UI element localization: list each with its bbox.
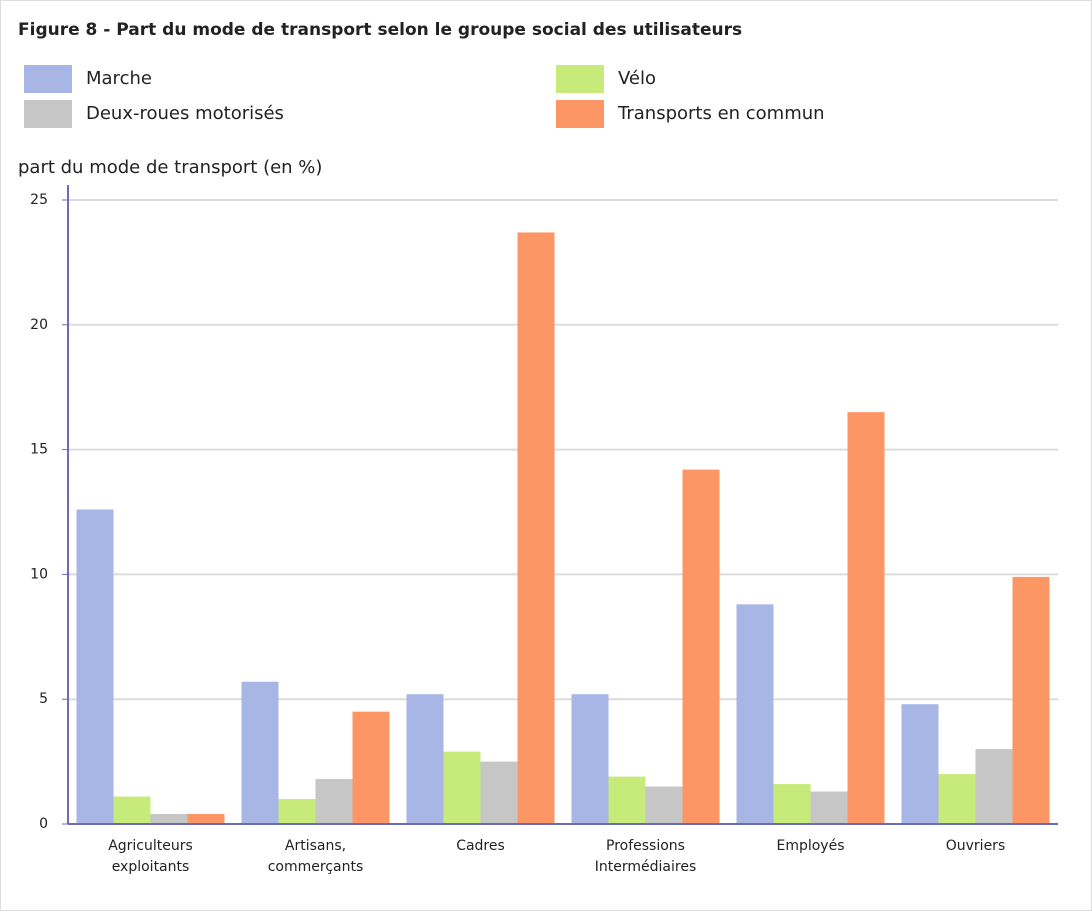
bar [901, 704, 939, 824]
bar [113, 796, 151, 824]
legend-swatch [556, 65, 604, 93]
legend-label: Vélo [618, 68, 656, 89]
bar [278, 799, 316, 824]
y-tick-label: 5 [39, 691, 48, 707]
bar [352, 711, 390, 824]
y-tick-label: 10 [30, 566, 48, 582]
bar [773, 784, 811, 824]
y-axis-label: part du mode de transport (en %) [18, 157, 322, 178]
legend-label: Deux-roues motorisés [86, 103, 284, 124]
x-tick-label: exploitants [112, 859, 190, 875]
y-tick-label: 20 [30, 317, 48, 333]
bar [241, 681, 279, 824]
y-tick-label: 25 [30, 192, 48, 208]
chart-title: Figure 8 - Part du mode de transport sel… [18, 20, 742, 40]
x-tick-label: Intermédiaires [595, 859, 696, 875]
legend-swatch [24, 100, 72, 128]
bar [1012, 576, 1050, 824]
bar [847, 412, 885, 824]
legend-label: Transports en commun [617, 103, 825, 124]
bar [608, 776, 646, 824]
bar [517, 232, 555, 824]
bar [975, 749, 1013, 824]
x-tick-label: Artisans, [285, 838, 346, 854]
x-tick-label: Professions [606, 838, 685, 854]
y-tick-label: 0 [39, 816, 48, 832]
bar [76, 509, 114, 824]
legend-swatch [556, 100, 604, 128]
bar [480, 761, 518, 824]
bar [736, 604, 774, 824]
bar [571, 694, 609, 824]
x-tick-label: Agriculteurs [108, 838, 193, 854]
x-tick-label: Employés [776, 838, 844, 854]
x-tick-label: Ouvriers [946, 838, 1006, 854]
bar [150, 814, 188, 824]
bar [406, 694, 444, 824]
bar [315, 779, 353, 824]
bar [682, 469, 720, 824]
bar [187, 814, 225, 824]
x-tick-label: Cadres [456, 838, 505, 854]
bar [938, 774, 976, 824]
legend-swatch [24, 65, 72, 93]
bar [443, 751, 481, 824]
bar [645, 786, 683, 824]
x-tick-label: commerçants [268, 859, 364, 875]
y-tick-label: 15 [30, 442, 48, 458]
bar [810, 791, 848, 824]
legend-label: Marche [86, 68, 152, 89]
